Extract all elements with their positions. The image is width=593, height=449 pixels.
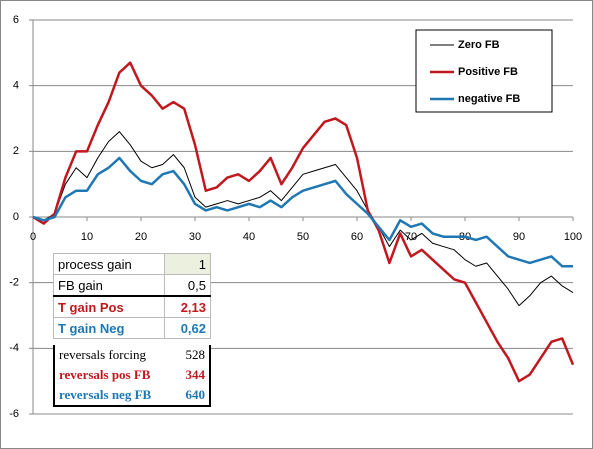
cell: reversals pos FB bbox=[59, 367, 151, 382]
y-tick-label: 6 bbox=[13, 14, 19, 26]
cell: process gain bbox=[53, 253, 165, 275]
x-tick-label: 30 bbox=[189, 231, 201, 243]
cell: 528 bbox=[185, 347, 206, 362]
x-tick-label: 40 bbox=[243, 231, 255, 243]
y-tick-label: 4 bbox=[13, 80, 19, 92]
legend-label: Positive FB bbox=[458, 66, 518, 78]
cell: 1 bbox=[163, 253, 212, 275]
x-tick-label: 60 bbox=[351, 231, 363, 243]
cell: 0,5 bbox=[163, 274, 212, 297]
cell: reversals forcing bbox=[59, 347, 146, 362]
cell: T gain Neg bbox=[53, 317, 165, 339]
x-tick-label: 20 bbox=[135, 231, 147, 243]
cell: 640 bbox=[185, 387, 206, 402]
y-tick-label: -2 bbox=[9, 277, 19, 289]
x-tick-label: 10 bbox=[81, 231, 93, 243]
x-tick-label: 70 bbox=[405, 231, 417, 243]
cell: FB gain bbox=[53, 274, 165, 297]
cell: reversals neg FB bbox=[59, 387, 152, 402]
cell: 2,13 bbox=[163, 295, 212, 318]
x-tick-label: 100 bbox=[564, 231, 582, 243]
x-tick-label: 90 bbox=[513, 231, 525, 243]
legend-label: Zero FB bbox=[458, 39, 500, 51]
reversals-table: reversals forcing 528 reversals pos FB 344… bbox=[53, 345, 211, 407]
cell: T gain Pos bbox=[53, 295, 165, 318]
legend-label: negative FB bbox=[458, 93, 520, 105]
y-tick-label: 2 bbox=[13, 145, 19, 157]
x-tick-label: 50 bbox=[297, 231, 309, 243]
y-tick-label: 0 bbox=[13, 211, 19, 223]
series-line bbox=[32, 156, 573, 268]
y-tick-label: -6 bbox=[9, 408, 19, 420]
series-line bbox=[32, 131, 574, 307]
params-table: process gain 1 FB gain 0,5 T gain Pos 2,13 … bbox=[53, 253, 212, 339]
y-tick-label: -4 bbox=[9, 342, 19, 354]
cell: 344 bbox=[185, 367, 206, 382]
x-tick-label: 0 bbox=[30, 231, 36, 243]
cell: 0,62 bbox=[163, 317, 212, 339]
series-line bbox=[32, 61, 575, 383]
